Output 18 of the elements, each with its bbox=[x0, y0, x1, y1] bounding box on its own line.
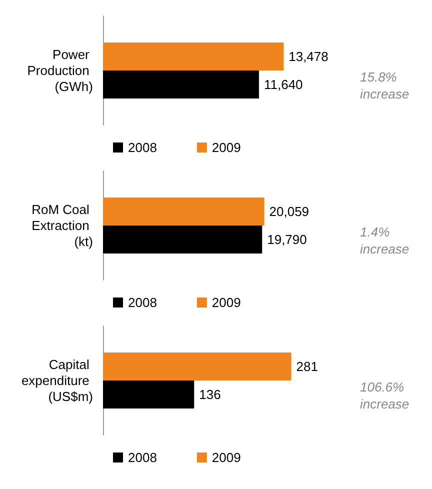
y-tick-label: RoM Coal Extraction (kt) bbox=[32, 202, 93, 249]
data-label: 19,790 bbox=[267, 232, 307, 247]
y-tick-label: Capital expenditure (US$m) bbox=[21, 357, 93, 404]
data-label: 136 bbox=[199, 387, 221, 402]
text: 106.6% increase bbox=[360, 380, 410, 412]
legend-label: 2009 bbox=[212, 450, 241, 465]
text: 1.4% increase bbox=[360, 224, 410, 256]
legend-label: 2008 bbox=[128, 140, 157, 155]
legend-label: 2008 bbox=[128, 450, 157, 465]
legend-label: 2009 bbox=[212, 295, 241, 310]
data-label: 11,640 bbox=[264, 77, 303, 92]
data-label: 281 bbox=[296, 359, 318, 374]
legend-label: 2009 bbox=[212, 140, 241, 155]
data-label: 13,478 bbox=[288, 49, 328, 64]
text: 15.8% increase bbox=[360, 70, 410, 102]
legend-label: 2008 bbox=[128, 295, 157, 310]
data-label: 20,059 bbox=[269, 204, 310, 219]
y-tick-label: Power Production (GWh) bbox=[27, 47, 93, 94]
